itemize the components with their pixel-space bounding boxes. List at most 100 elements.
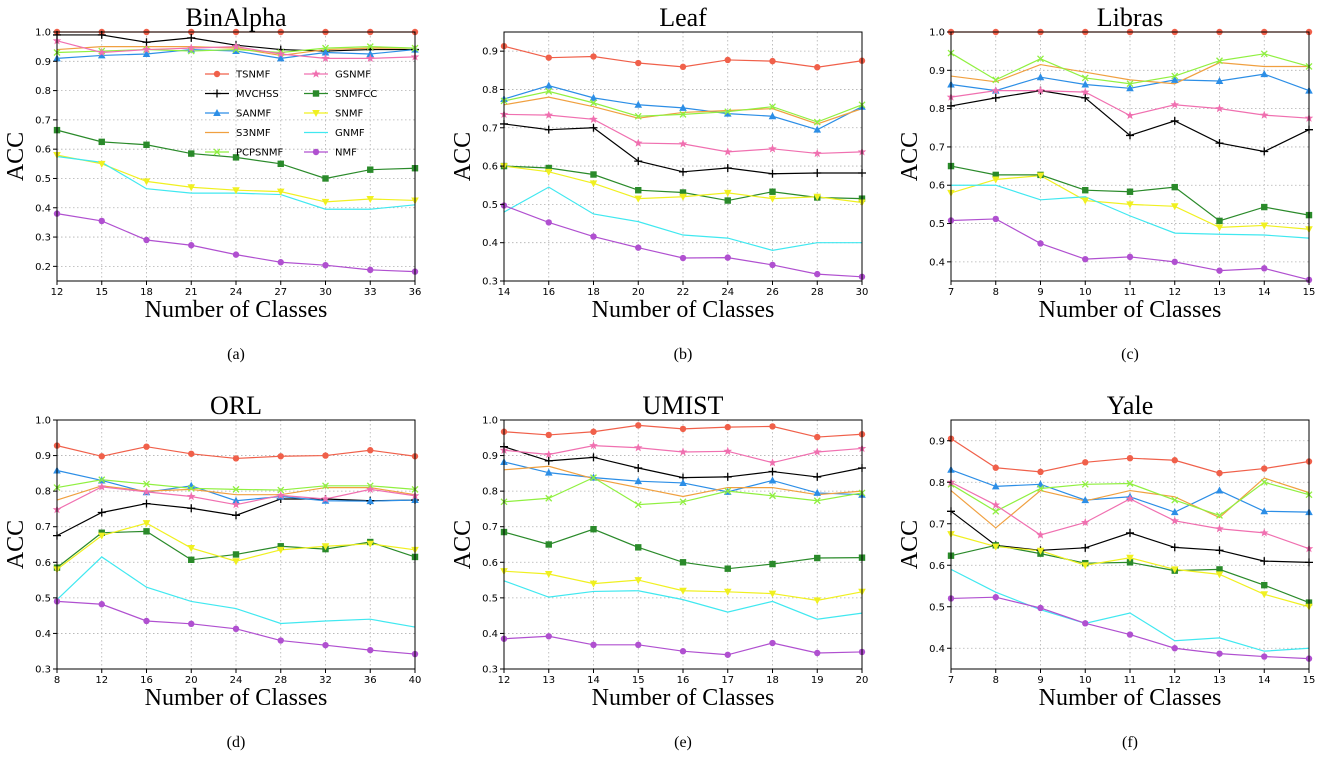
x-tick-label: 14 [498,287,511,298]
data-point-snmfcc [277,160,284,168]
data-point-nmf [367,646,374,654]
legend-marker [311,69,321,78]
data-point-nmf [590,233,597,240]
data-point-snmfcc [1216,566,1223,573]
data-point-gsnmf [589,441,598,450]
y-axis-label: ACC [450,132,476,181]
data-point-snmf [768,590,777,598]
data-point-pcpsnmf [232,46,240,54]
data-point-mvchss [634,464,643,473]
data-point-nmf [545,633,552,640]
y-tick-label: 0.5 [929,602,945,613]
data-point-gsnmf [768,144,777,153]
data-point-gsnmf [768,458,777,467]
data-point-sanmf [634,477,643,485]
x-tick-label: 9 [1037,675,1043,686]
x-tick-label: 7 [948,287,954,298]
data-point-mvchss [723,472,732,481]
legend: TSNMF MVCHSS SANMF S3NMF PCPSNMF GSNMF SNMFCC S… [205,69,377,159]
data-point-snmf [1081,562,1090,570]
x-tick-label: 16 [677,675,690,686]
data-point-tsnmf [814,433,821,441]
x-tick-label: 16 [140,675,153,686]
legend-item-snmfcc: SNMFCC [304,89,377,100]
data-point-gsnmf [991,500,1001,509]
data-point-gsnmf [1125,494,1135,503]
data-point-nmf [98,217,105,225]
data-point-gsnmf [1125,111,1135,120]
y-tick-label: 0.5 [482,200,498,211]
data-point-mvchss [1260,557,1269,566]
legend-label: NMF [335,148,357,159]
data-point-tsnmf [322,452,329,459]
y-tick-label: 0.4 [929,257,945,268]
data-point-mvchss [1170,543,1179,552]
data-point-snmfcc [143,141,150,148]
data-point-mvchss [1126,528,1134,537]
data-point-mvchss [813,472,822,481]
data-point-snmf [813,193,822,201]
data-point-pcpsnmf [590,474,597,482]
data-point-snmf [723,588,732,596]
data-point-pcpsnmf [1126,480,1134,487]
legend-label: MVCHSS [236,89,279,100]
data-point-nmf [1126,631,1134,638]
data-point-snmfcc [814,554,821,562]
legend-label: PCPSNMF [236,148,283,159]
x-tick-label: 27 [274,287,287,298]
data-point-nmf [1261,653,1268,660]
data-point-snmf [1036,547,1045,555]
data-point-nmf [188,242,195,249]
x-axis-label: Number of Classes [592,685,775,711]
y-tick-label: 0.3 [35,233,51,244]
data-point-snmf [97,160,106,168]
data-point-sanmf [544,468,553,476]
chart-title: BinAlpha [185,3,287,32]
data-point-snmfcc [188,556,195,563]
data-point-mvchss [768,467,777,476]
data-point-mvchss [1215,546,1224,555]
data-point-tsnmf [769,57,776,65]
legend-marker [213,89,221,98]
data-point-gsnmf [1080,518,1090,527]
data-point-sanmf [1170,508,1179,516]
y-tick-label: 0.6 [929,181,945,192]
data-point-tsnmf [232,455,240,462]
data-point-pcpsnmf [724,487,732,495]
y-tick-label: 0.7 [35,115,51,126]
chart-panel-e: 12 13 14 15 16 17 18 19 20 0.3 0.4 0.5 0.6 0.7 0.8 0.9 1… [450,391,868,751]
data-point-snmfcc [1126,559,1134,566]
x-tick-label: 28 [274,675,287,686]
data-point-snmfcc [769,560,776,568]
y-tick-label: 0.9 [482,47,498,58]
data-point-pcpsnmf [1081,480,1089,488]
legend-item-tsnmf: TSNMF [205,70,271,81]
data-point-gsnmf [1259,528,1269,537]
y-tick-label: 0.5 [482,593,498,604]
y-axis-label: ACC [450,520,476,569]
data-point-gsnmf [321,53,330,63]
data-point-sanmf [813,488,822,496]
x-axis-label: Number of Classes [1039,685,1222,711]
data-point-mvchss [544,456,553,465]
x-tick-label: 22 [677,287,690,298]
y-tick-label: 0.7 [929,142,945,153]
data-point-snmfcc [769,188,776,195]
data-point-snmfcc [679,559,687,566]
y-tick-label: 0.8 [35,487,51,498]
data-point-nmf [1126,253,1134,261]
data-point-nmf [1082,255,1089,263]
data-point-snmf [1170,566,1179,574]
data-point-snmfcc [232,154,240,161]
data-point-snmf [991,543,1000,551]
data-point-gsnmf [1036,530,1045,539]
data-point-tsnmf [1216,469,1223,477]
legend-label: SNMFCC [335,89,377,100]
data-point-sanmf [1215,77,1224,85]
data-point-gsnmf [544,450,554,459]
y-axis-label: ACC [3,132,29,181]
data-point-sanmf [544,81,553,89]
data-point-nmf [769,639,776,647]
data-point-snmf [679,193,687,201]
data-point-nmf [367,266,374,274]
